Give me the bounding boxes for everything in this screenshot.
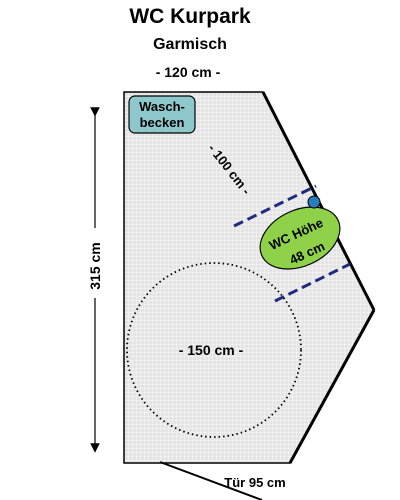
door-swing-line: [159, 461, 263, 500]
upper-guide-dashed-line: [233, 184, 317, 228]
height-label-background: [86, 228, 104, 298]
room-floor: [123, 91, 375, 464]
sink-fixture: [128, 95, 196, 134]
sink-label-line2: becken: [140, 115, 185, 130]
sink-label-line1: Wasch-: [139, 99, 185, 114]
turning-circle-label: - 150 cm -: [179, 342, 244, 358]
width-dimension-label: - 120 cm -: [156, 64, 221, 80]
turning-circle: [126, 262, 302, 438]
height-dimension-label: 315 cm: [87, 242, 103, 289]
page-subtitle: Garmisch: [153, 36, 227, 53]
toilet-fixture: [259, 206, 341, 270]
blue-dot-marker-icon: [307, 195, 321, 209]
page-title: WC Kurpark: [129, 5, 251, 28]
lower-diagonal-wall: [288, 309, 376, 464]
lower-guide-dashed-line: [274, 262, 351, 303]
door-dimension-label: Tür 95 cm: [224, 475, 285, 490]
